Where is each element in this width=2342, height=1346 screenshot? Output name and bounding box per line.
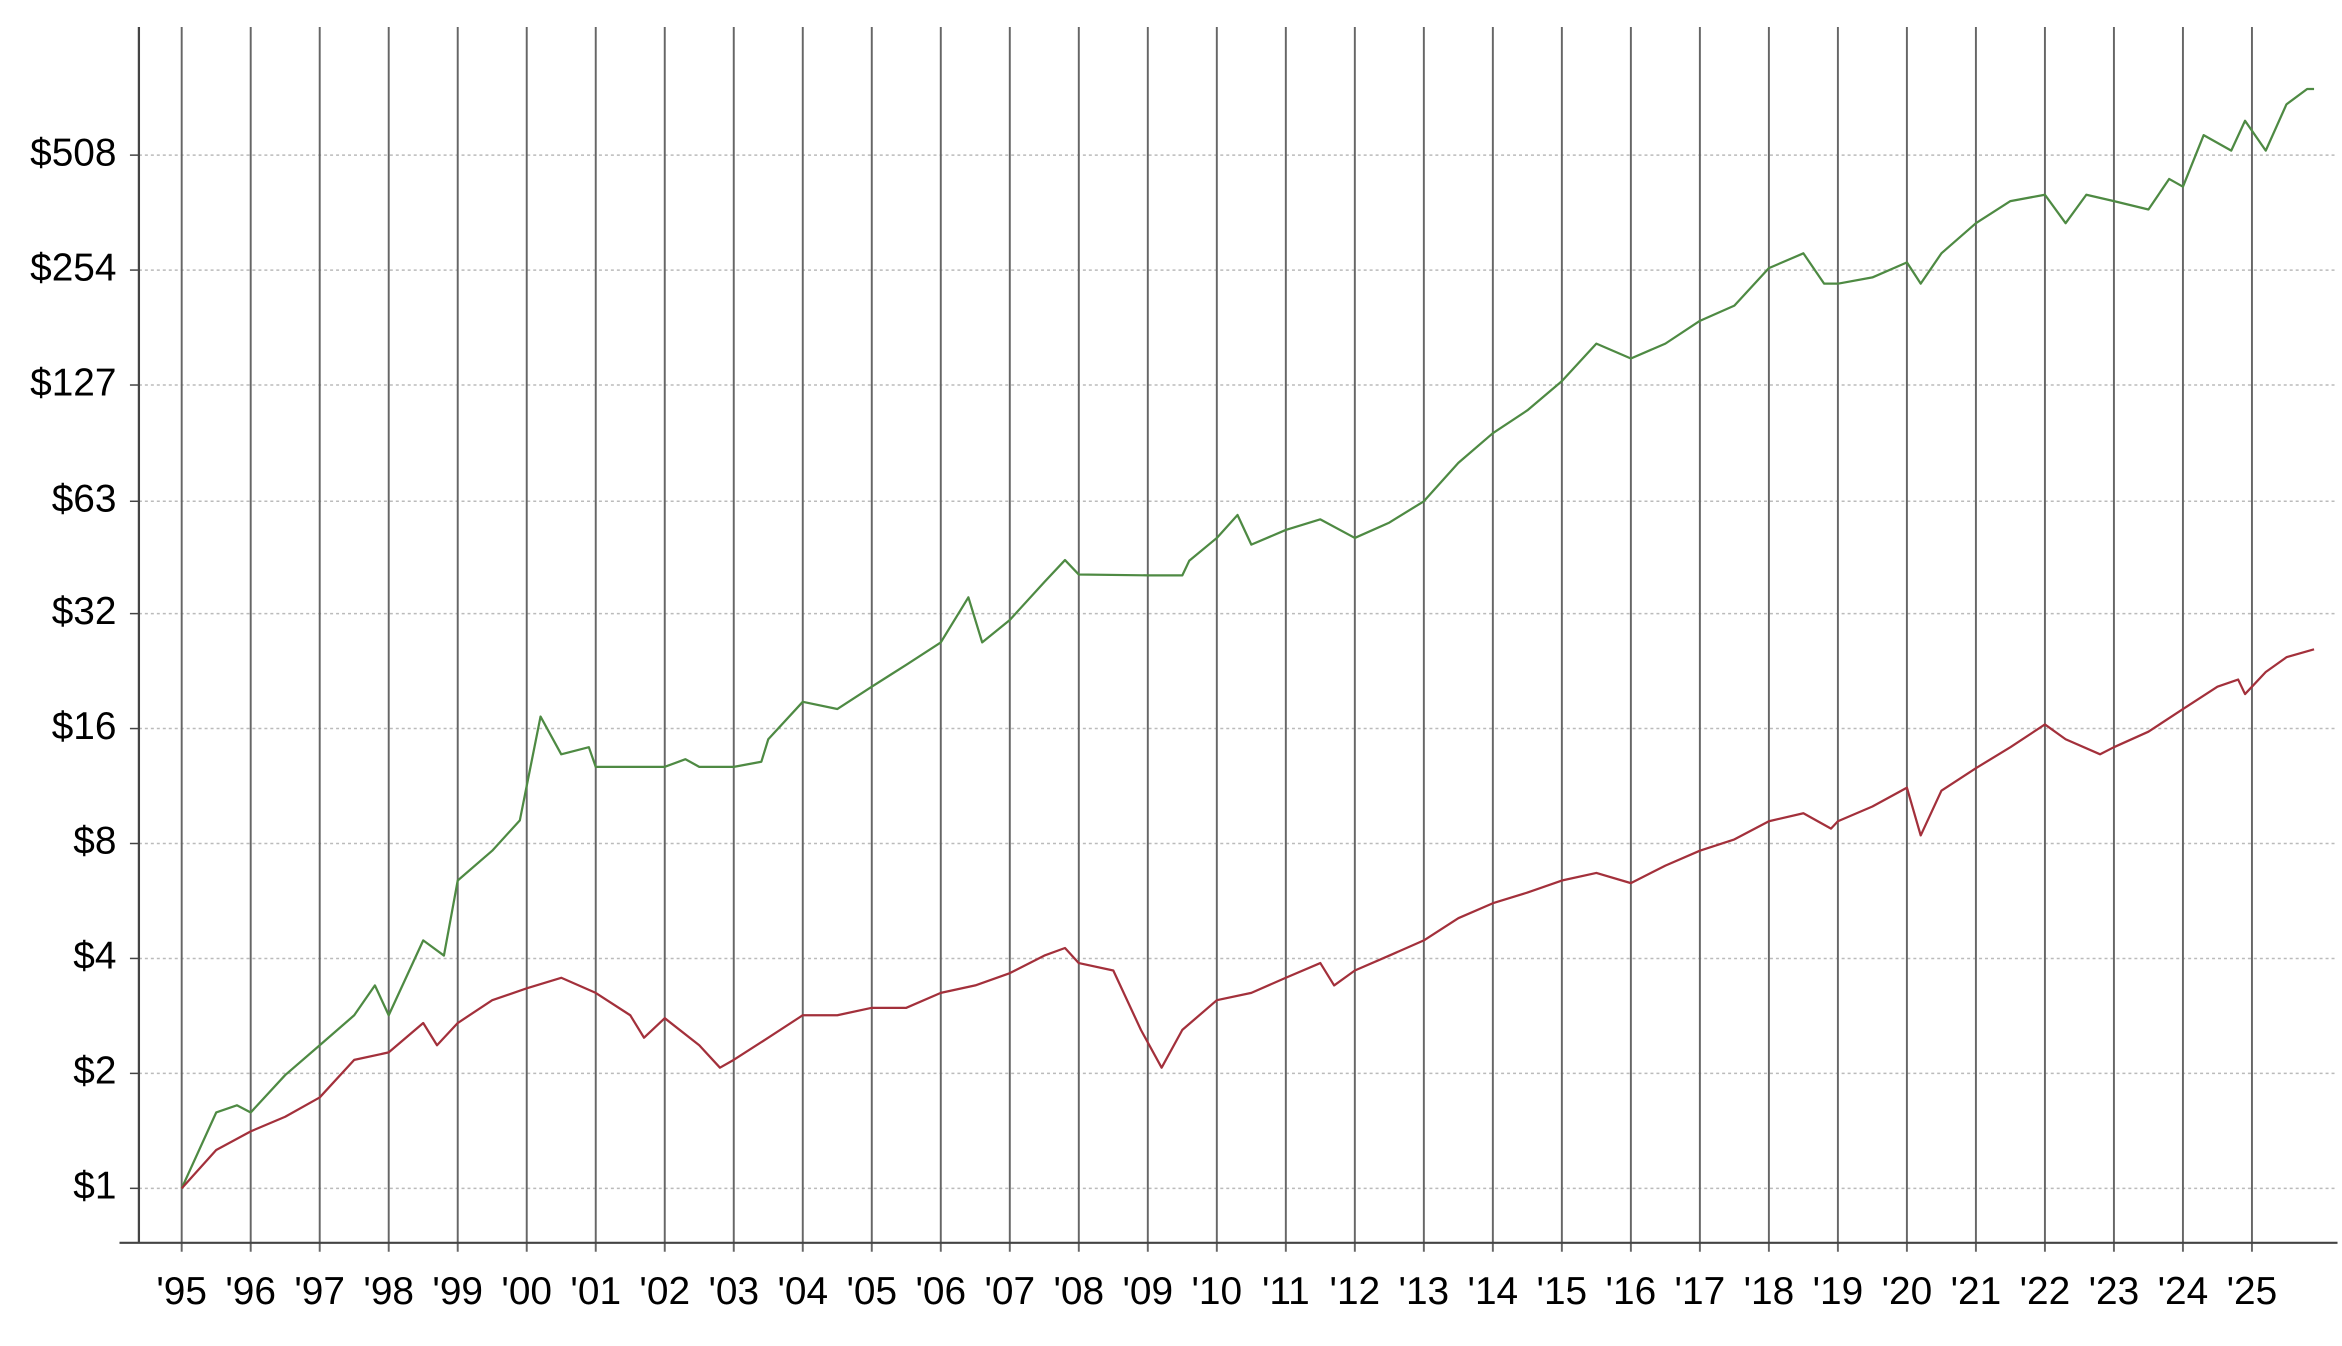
- series-line: [180, 87, 2315, 1189]
- x-tick-label: '10: [1192, 1270, 1243, 1313]
- x-tick-label: '08: [1053, 1270, 1104, 1313]
- y-tick-label: $508: [30, 131, 116, 174]
- x-tick-label: '05: [846, 1270, 897, 1313]
- x-tick-label: '13: [1399, 1270, 1450, 1313]
- x-tick-label: '15: [1537, 1270, 1588, 1313]
- x-tick-label: '18: [1744, 1270, 1795, 1313]
- x-tick-label: '07: [984, 1270, 1035, 1313]
- grid: [129, 27, 2338, 1252]
- x-tick-label: '04: [777, 1270, 828, 1313]
- y-tick-label: $127: [30, 361, 116, 404]
- x-tick-label: '12: [1330, 1270, 1381, 1313]
- x-tick-label: '14: [1468, 1270, 1519, 1313]
- y-tick-label: $2: [73, 1050, 116, 1093]
- x-tick-label: '97: [294, 1270, 345, 1313]
- x-tick-label: '25: [2227, 1270, 2278, 1313]
- y-tick-label: $1: [73, 1165, 116, 1208]
- x-tick-label: '00: [501, 1270, 552, 1313]
- x-tick-label: '96: [225, 1270, 276, 1313]
- x-tick-label: '03: [708, 1270, 759, 1313]
- x-tick-label: '11: [1262, 1270, 1310, 1313]
- y-tick-label: $254: [30, 246, 116, 289]
- lines: [180, 87, 2315, 1190]
- x-tick-label: '17: [1675, 1270, 1726, 1313]
- x-tick-label: '02: [639, 1270, 690, 1313]
- y-tick-label: $16: [52, 705, 117, 748]
- x-tick-label: '98: [363, 1270, 414, 1313]
- x-tick-label: '20: [1882, 1270, 1933, 1313]
- x-tick-label: '21: [1951, 1270, 2002, 1313]
- y-tick-label: $8: [73, 820, 116, 863]
- series-line: [180, 648, 2315, 1190]
- x-tick-label: '19: [1813, 1270, 1864, 1313]
- x-tick-label: '23: [2089, 1270, 2140, 1313]
- y-tick-label: $4: [73, 935, 116, 978]
- x-tick-label: '22: [2020, 1270, 2071, 1313]
- x-tick-label: '01: [570, 1270, 621, 1313]
- x-tick-label: '95: [156, 1270, 207, 1313]
- x-tick-label: '16: [1606, 1270, 1657, 1313]
- y-tick-label: $63: [52, 478, 117, 521]
- x-tick-label: '06: [915, 1270, 966, 1313]
- y-tick-label: $32: [52, 590, 117, 633]
- x-tick-label: '99: [432, 1270, 483, 1313]
- x-tick-label: '09: [1123, 1270, 1174, 1313]
- x-tick-label: '24: [2158, 1270, 2209, 1313]
- labels: $1 $2 $4 $8 $16 $32 $63 $127 $254 $508 '95 '96 '97 '9…: [30, 131, 2277, 1312]
